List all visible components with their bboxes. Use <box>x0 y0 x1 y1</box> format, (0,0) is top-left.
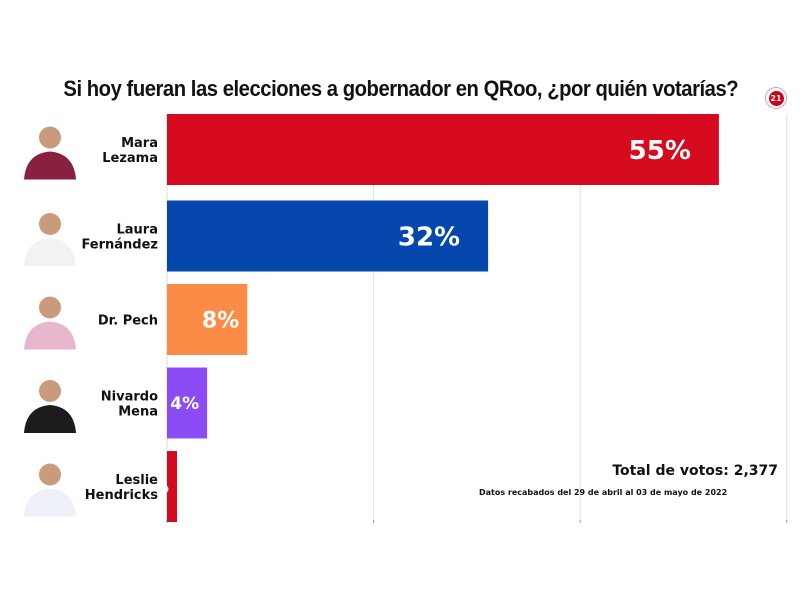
candidate-avatar <box>24 213 76 266</box>
avatar-head <box>39 296 61 319</box>
category-label: Mara <box>121 136 158 151</box>
avatar-body <box>24 238 76 266</box>
candidate-avatar <box>24 380 76 433</box>
candidate-avatar <box>24 296 76 350</box>
brand-logo: 21 <box>765 87 787 109</box>
category-label: Lezama <box>102 151 158 166</box>
avatar-head <box>39 126 61 149</box>
avatar-head <box>39 380 61 402</box>
bar <box>167 114 719 185</box>
candidate-avatar <box>24 126 76 180</box>
avatar-body <box>24 405 76 433</box>
data-label: 1% <box>140 478 169 498</box>
date-note: Datos recabados del 29 de abril al 03 de… <box>479 488 728 497</box>
avatar-body <box>24 488 76 517</box>
avatar-body <box>24 321 76 350</box>
category-label: Fernández <box>81 238 158 253</box>
bar <box>167 284 248 355</box>
category-label: Nivardo <box>101 390 158 405</box>
data-label: 4% <box>170 394 199 414</box>
avatar-head <box>39 463 61 486</box>
category-label: Hendricks <box>85 488 158 503</box>
bar <box>167 367 208 439</box>
avatar-body <box>24 151 76 180</box>
category-label: Mena <box>118 405 158 420</box>
data-label: 55% <box>629 136 691 166</box>
category-label: Dr. Pech <box>98 314 158 329</box>
data-label: 8% <box>202 308 239 333</box>
chart-title: Si hoy fueran las elecciones a gobernado… <box>63 76 739 101</box>
bar <box>167 200 489 272</box>
category-label: Leslie <box>115 473 158 488</box>
total-votes: Total de votos: 2,377 <box>612 463 778 479</box>
category-label: Laura <box>117 223 159 238</box>
avatar-head <box>39 213 61 235</box>
bar <box>167 451 178 522</box>
logo-text: 21 <box>768 90 784 106</box>
data-label: 32% <box>398 222 460 252</box>
candidate-avatar <box>24 463 76 517</box>
